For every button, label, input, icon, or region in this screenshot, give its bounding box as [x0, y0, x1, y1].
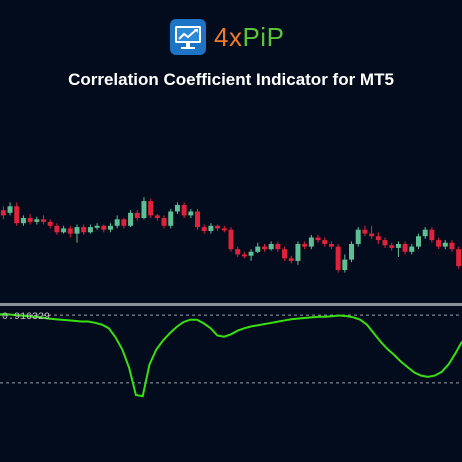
bearish-candle [14, 206, 20, 224]
bearish-candle [389, 245, 395, 248]
bullish-candle [248, 251, 254, 256]
brand-name: 4xPiP [214, 18, 284, 56]
bullish-candle [87, 227, 93, 233]
bearish-candle [221, 228, 227, 231]
bearish-candle [181, 205, 187, 216]
monitor-chart-icon [170, 19, 206, 55]
bullish-candle [188, 211, 194, 216]
bullish-candle [342, 259, 348, 270]
bearish-candle [375, 236, 381, 241]
indicator-levels [0, 314, 462, 384]
bearish-candle [402, 244, 408, 252]
bearish-candle [47, 221, 53, 226]
bearish-candle [315, 237, 321, 241]
bullish-candle [168, 211, 174, 226]
bullish-candle [415, 236, 421, 247]
bullish-candle [208, 225, 214, 231]
bearish-candle [81, 227, 87, 233]
indicator-separator[interactable] [0, 303, 462, 306]
bullish-candle [422, 229, 428, 237]
bearish-candle [101, 225, 107, 230]
bullish-candle [308, 237, 314, 247]
bearish-candle [148, 201, 154, 216]
bearish-candle [241, 254, 247, 257]
brand-pip: PiP [242, 22, 285, 52]
bearish-candle [215, 225, 221, 229]
bearish-candle [362, 229, 368, 234]
bearish-candle [161, 218, 167, 226]
bullish-candle [255, 246, 261, 252]
bearish-candle [228, 229, 234, 250]
correlation-line [0, 313, 462, 398]
bearish-candle [121, 219, 127, 226]
bullish-candle [349, 244, 355, 260]
bearish-candle [456, 249, 462, 267]
bearish-candle [261, 246, 267, 250]
bearish-candle [302, 244, 308, 247]
bearish-candle [282, 249, 288, 259]
page-title: Correlation Coefficient Indicator for MT… [68, 70, 394, 89]
indicator-level-value: 0.916329 [2, 312, 51, 323]
brand-logo: 4xPiP [170, 18, 284, 56]
bearish-candle [235, 249, 241, 255]
bullish-candle [268, 244, 274, 250]
bullish-candle [107, 225, 113, 230]
bullish-candle [114, 219, 120, 226]
brand-4x: 4x [214, 22, 243, 52]
bearish-candle [429, 229, 435, 241]
bearish-candle [275, 244, 281, 250]
bearish-candle [41, 219, 47, 222]
bearish-candle [335, 246, 341, 270]
bearish-candle [382, 240, 388, 246]
bearish-candle [134, 212, 140, 218]
bullish-candle [409, 246, 415, 252]
bearish-candle [0, 210, 6, 216]
bullish-candle [355, 229, 361, 244]
bearish-candle [436, 240, 442, 247]
bearish-candle [449, 242, 455, 250]
bullish-candle [20, 218, 26, 224]
bearish-candle [67, 228, 73, 234]
bullish-candle [442, 242, 448, 247]
bullish-candle [74, 227, 80, 234]
bearish-candle [322, 240, 328, 244]
bearish-candle [54, 225, 60, 233]
bearish-candle [201, 227, 207, 231]
bullish-candle [7, 206, 13, 213]
bullish-candle [395, 244, 401, 248]
bearish-candle [154, 215, 160, 218]
bullish-candle [295, 244, 301, 261]
candlestick-series [0, 197, 462, 273]
bearish-candle [328, 244, 334, 247]
bullish-candle [61, 228, 67, 233]
bullish-candle [128, 212, 134, 226]
bullish-candle [94, 225, 100, 228]
bullish-candle [141, 201, 147, 218]
bearish-candle [369, 233, 375, 237]
bearish-candle [27, 218, 33, 222]
bearish-candle [195, 211, 201, 228]
bearish-candle [288, 258, 294, 261]
bullish-candle [174, 205, 180, 212]
bullish-candle [34, 219, 40, 222]
